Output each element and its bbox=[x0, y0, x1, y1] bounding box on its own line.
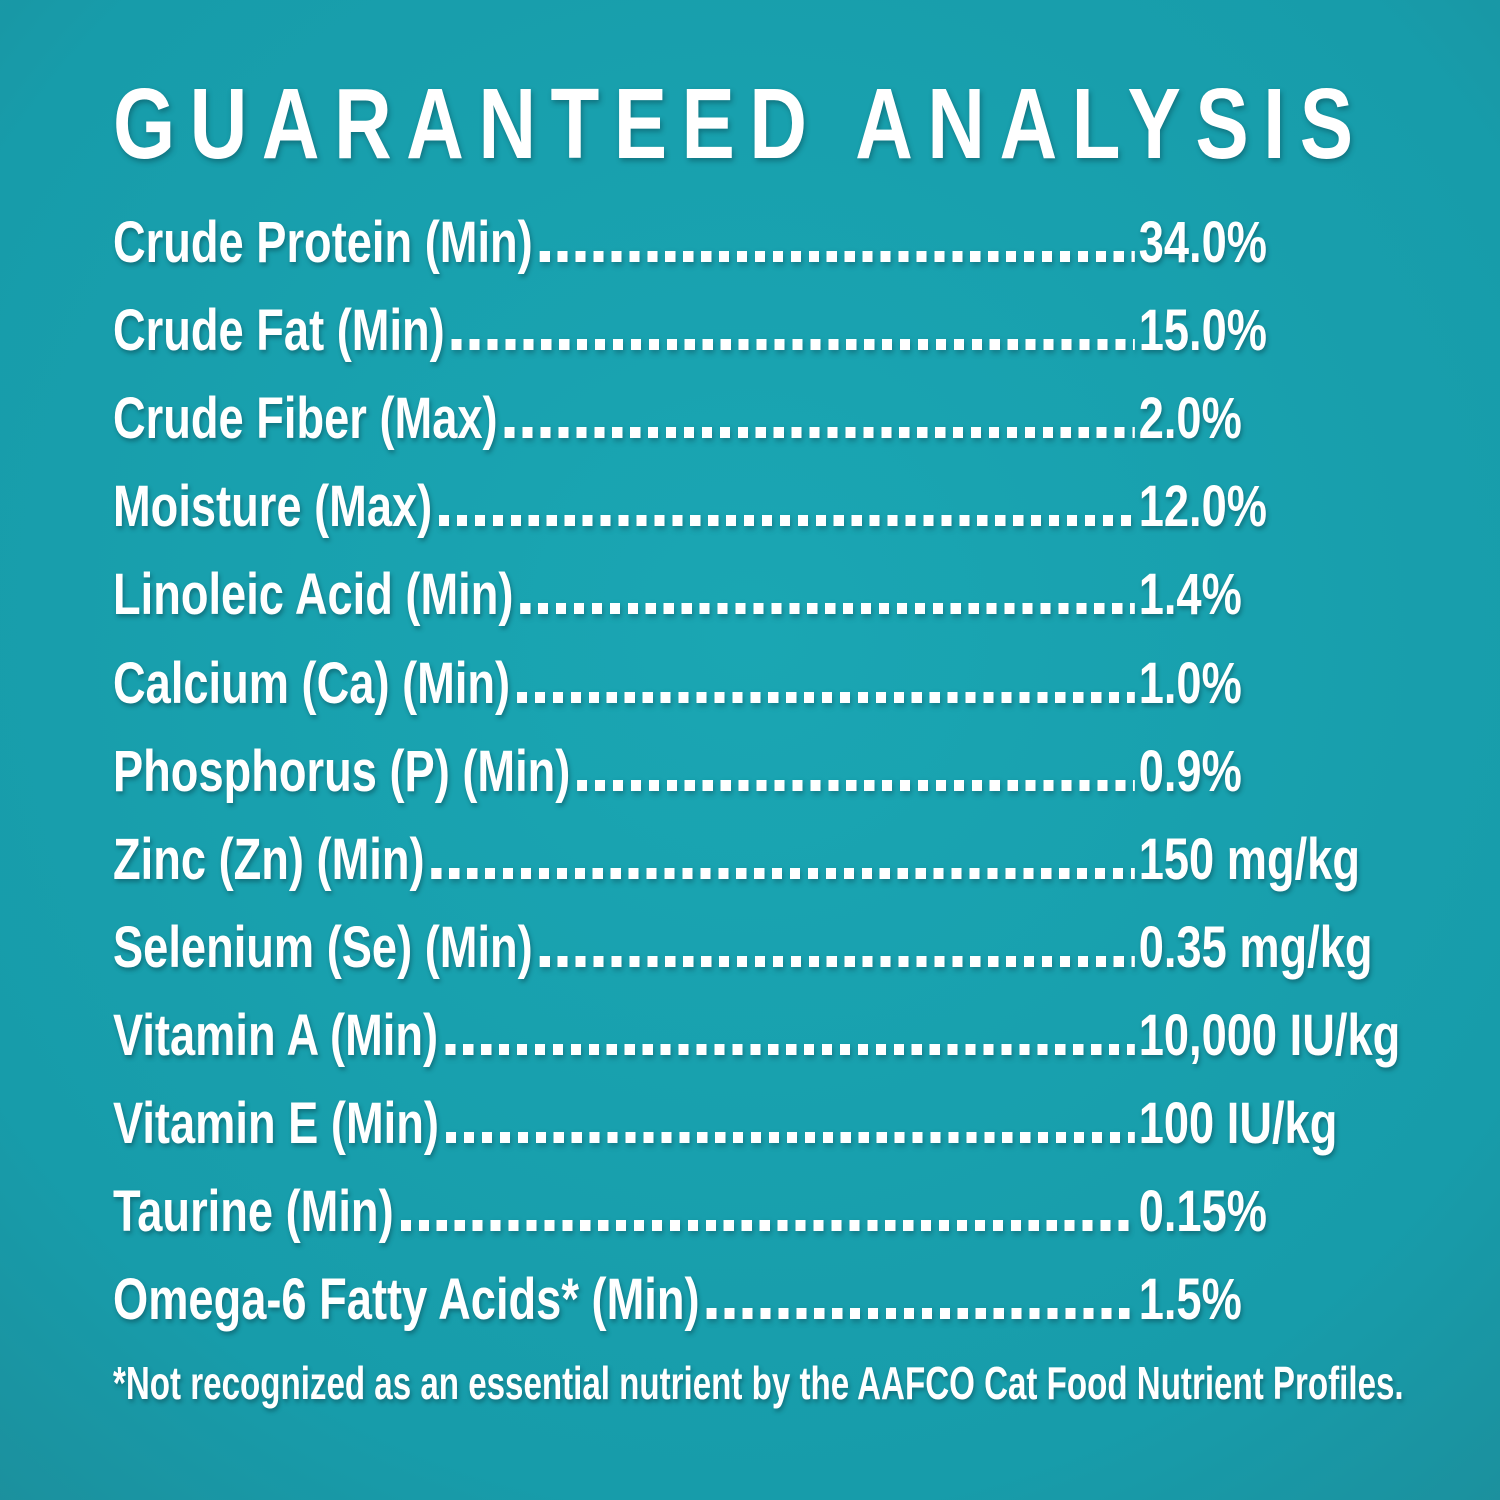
dot-leader bbox=[520, 603, 1135, 615]
nutrient-value: 10,000 IU/kg bbox=[1138, 1002, 1401, 1068]
nutrient-value: 34.0% bbox=[1138, 210, 1267, 275]
dot-leader bbox=[451, 339, 1135, 351]
dot-leader bbox=[517, 691, 1135, 703]
nutrient-value: 1.4% bbox=[1138, 562, 1242, 628]
dot-leader bbox=[577, 779, 1135, 791]
nutrient-label: Zinc (Zn) (Min) bbox=[113, 826, 425, 892]
dot-leader bbox=[400, 1220, 1135, 1232]
nutrient-label: Linoleic Acid (Min) bbox=[113, 562, 514, 628]
table-row: Linoleic Acid (Min) 1.4% bbox=[113, 562, 1242, 628]
nutrient-value: 12.0% bbox=[1138, 474, 1267, 540]
nutrient-label: Crude Protein (Min) bbox=[113, 210, 533, 275]
table-row: Crude Fat (Min) 15.0% bbox=[113, 298, 1267, 364]
nutrient-value: 1.0% bbox=[1138, 650, 1242, 716]
dot-leader bbox=[431, 867, 1135, 879]
table-row: Phosphorus (P) (Min) 0.9% bbox=[113, 738, 1242, 804]
footnote: *Not recognized as an essential nutrient… bbox=[113, 1357, 1404, 1409]
nutrient-value: 0.9% bbox=[1138, 738, 1242, 804]
nutrient-label: Moisture (Max) bbox=[113, 474, 433, 540]
nutrient-label: Omega-6 Fatty Acids* (Min) bbox=[113, 1267, 700, 1333]
nutrient-value: 2.0% bbox=[1138, 386, 1242, 452]
nutrient-label: Phosphorus (P) (Min) bbox=[113, 738, 571, 804]
nutrient-value: 150 mg/kg bbox=[1138, 826, 1360, 892]
dot-leader bbox=[445, 1043, 1135, 1055]
dot-leader bbox=[539, 955, 1135, 967]
nutrient-label: Crude Fat (Min) bbox=[113, 298, 445, 364]
table-row: Crude Protein (Min) 34.0% bbox=[113, 210, 1267, 275]
dot-leader bbox=[439, 515, 1135, 527]
nutrient-value: 15.0% bbox=[1138, 298, 1267, 364]
nutrient-value: 0.15% bbox=[1138, 1179, 1267, 1245]
table-row: Selenium (Se) (Min) 0.35 mg/kg bbox=[113, 914, 1373, 980]
dot-leader bbox=[504, 427, 1135, 439]
table-row: Vitamin A (Min) 10,000 IU/kg bbox=[113, 1002, 1400, 1068]
nutrient-value: 1.5% bbox=[1138, 1267, 1242, 1333]
table-row: Calcium (Ca) (Min) 1.0% bbox=[113, 650, 1242, 716]
table-row: Taurine (Min) 0.15% bbox=[113, 1179, 1267, 1245]
nutrient-value: 100 IU/kg bbox=[1138, 1091, 1338, 1156]
nutrient-value: 0.35 mg/kg bbox=[1138, 914, 1373, 980]
dot-leader bbox=[445, 1132, 1135, 1143]
table-row: Moisture (Max) 12.0% bbox=[113, 474, 1267, 540]
dot-leader bbox=[706, 1308, 1135, 1320]
dot-leader bbox=[539, 251, 1135, 262]
nutrient-label: Taurine (Min) bbox=[113, 1179, 394, 1245]
table-row: Crude Fiber (Max) 2.0% bbox=[113, 386, 1242, 452]
table-row: Vitamin E (Min) 100 IU/kg bbox=[113, 1091, 1337, 1156]
nutrient-label: Calcium (Ca) (Min) bbox=[113, 650, 511, 716]
nutrient-label: Selenium (Se) (Min) bbox=[113, 914, 533, 980]
nutrient-label: Vitamin A (Min) bbox=[113, 1002, 439, 1068]
nutrient-label: Vitamin E (Min) bbox=[113, 1091, 439, 1156]
nutrient-label: Crude Fiber (Max) bbox=[113, 386, 498, 452]
table-row: Zinc (Zn) (Min) 150 mg/kg bbox=[113, 826, 1360, 892]
table-row: Omega-6 Fatty Acids* (Min) 1.5% bbox=[113, 1267, 1242, 1333]
page-title: GUARANTEED ANALYSIS bbox=[113, 68, 1368, 180]
